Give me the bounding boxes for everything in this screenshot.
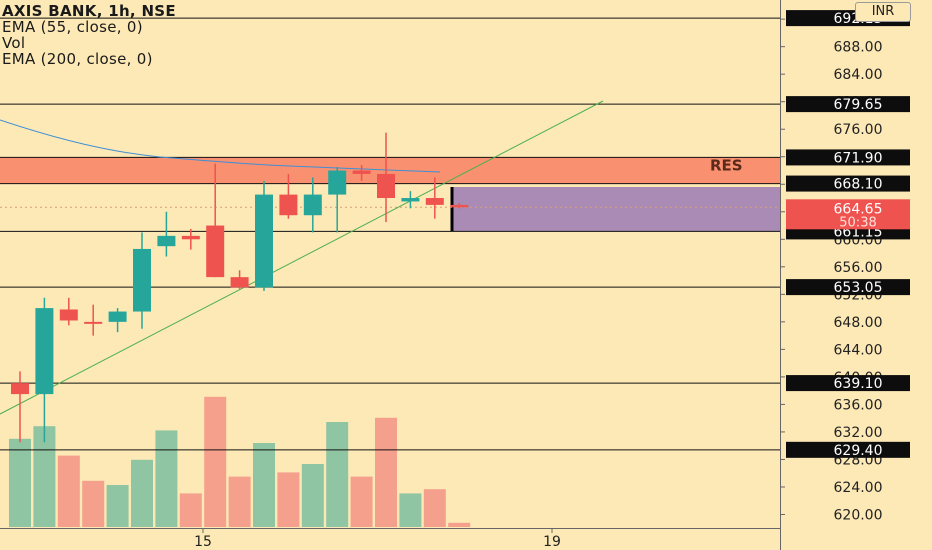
resistance-label: RES: [710, 156, 743, 174]
volume-bar: [277, 472, 300, 527]
y-tick-label: 648.00: [834, 315, 883, 331]
y-tick-label: 620.00: [834, 508, 883, 524]
volume-bar: [33, 426, 56, 527]
volume-bar: [375, 417, 397, 527]
level-price-box: [786, 441, 910, 458]
candle-body: [303, 194, 322, 216]
volume-bar: [82, 480, 105, 527]
candle-body: [377, 173, 395, 199]
volume-bar: [423, 489, 446, 527]
level-price-label: 653.05: [834, 280, 883, 296]
candle-body: [450, 204, 469, 208]
volume-bar: [155, 430, 178, 527]
volume-bar: [301, 464, 324, 527]
candle-body: [255, 194, 273, 288]
symbol-title: AXIS BANK, 1h, NSE: [2, 2, 176, 20]
candle-body: [84, 321, 103, 324]
legend-ema200: EMA (200, close, 0): [2, 50, 153, 68]
y-tick-label: 624.00: [834, 480, 883, 496]
volume-bar: [131, 459, 153, 527]
level-price-box: [786, 175, 910, 192]
level-price-label: 671.90: [834, 150, 883, 166]
y-tick-label: 688.00: [834, 40, 883, 56]
y-tick-label: 636.00: [834, 397, 883, 413]
volume-bar: [204, 396, 227, 527]
candle-body: [181, 235, 200, 240]
candle-body: [133, 248, 151, 312]
currency-button[interactable]: INR: [855, 2, 911, 22]
volume-bar: [326, 422, 349, 527]
candle-body: [279, 194, 298, 216]
volume-bar: [350, 476, 373, 527]
y-tick-label: 632.00: [834, 425, 883, 441]
level-price-box: [786, 279, 910, 296]
legend-vol: Vol: [2, 34, 26, 52]
current-price-label: 664.65: [834, 201, 883, 217]
chart-legend: AXIS BANK, 1h, NSE EMA (55, close, 0) Vo…: [2, 3, 176, 67]
volume-bar: [179, 493, 202, 527]
ema-line: [0, 119, 441, 173]
trendline: [0, 100, 604, 415]
candle-body: [352, 170, 371, 174]
level-price-box: [786, 149, 910, 166]
x-tick-label: 19: [543, 534, 561, 550]
candle-body: [206, 225, 225, 278]
y-tick-label: 676.00: [834, 122, 883, 138]
volume-bar: [106, 485, 129, 527]
purple-zone: [452, 187, 780, 232]
candle-body: [108, 311, 127, 322]
volume-bar: [57, 455, 80, 527]
candle-body: [401, 198, 420, 202]
bar-countdown: 50:38: [839, 215, 876, 230]
level-price-label: 668.10: [834, 177, 883, 193]
volume-bar: [253, 443, 275, 527]
level-price-box: [786, 375, 910, 392]
volume-bar: [228, 476, 251, 527]
level-price-label: 629.40: [834, 443, 883, 459]
candle-body: [11, 383, 29, 395]
candle-body: [230, 277, 249, 288]
candle-body: [328, 170, 347, 195]
y-tick-label: 644.00: [834, 342, 883, 358]
legend-ema55: EMA (55, close, 0): [2, 18, 143, 36]
y-tick-label: 684.00: [834, 67, 883, 83]
candle-body: [157, 235, 176, 247]
y-tick-label: 656.00: [834, 260, 883, 276]
candle-body: [35, 308, 54, 395]
level-price-label: 679.65: [834, 97, 883, 113]
candle-body: [59, 309, 78, 321]
level-price-box: [786, 96, 910, 113]
x-tick-label: 15: [194, 534, 212, 550]
volume-bar: [448, 522, 471, 527]
volume-bar: [9, 438, 31, 527]
volume-bar: [399, 493, 422, 527]
level-price-label: 639.10: [834, 376, 883, 392]
current-price-box: [786, 199, 910, 230]
candle-body: [425, 198, 444, 205]
